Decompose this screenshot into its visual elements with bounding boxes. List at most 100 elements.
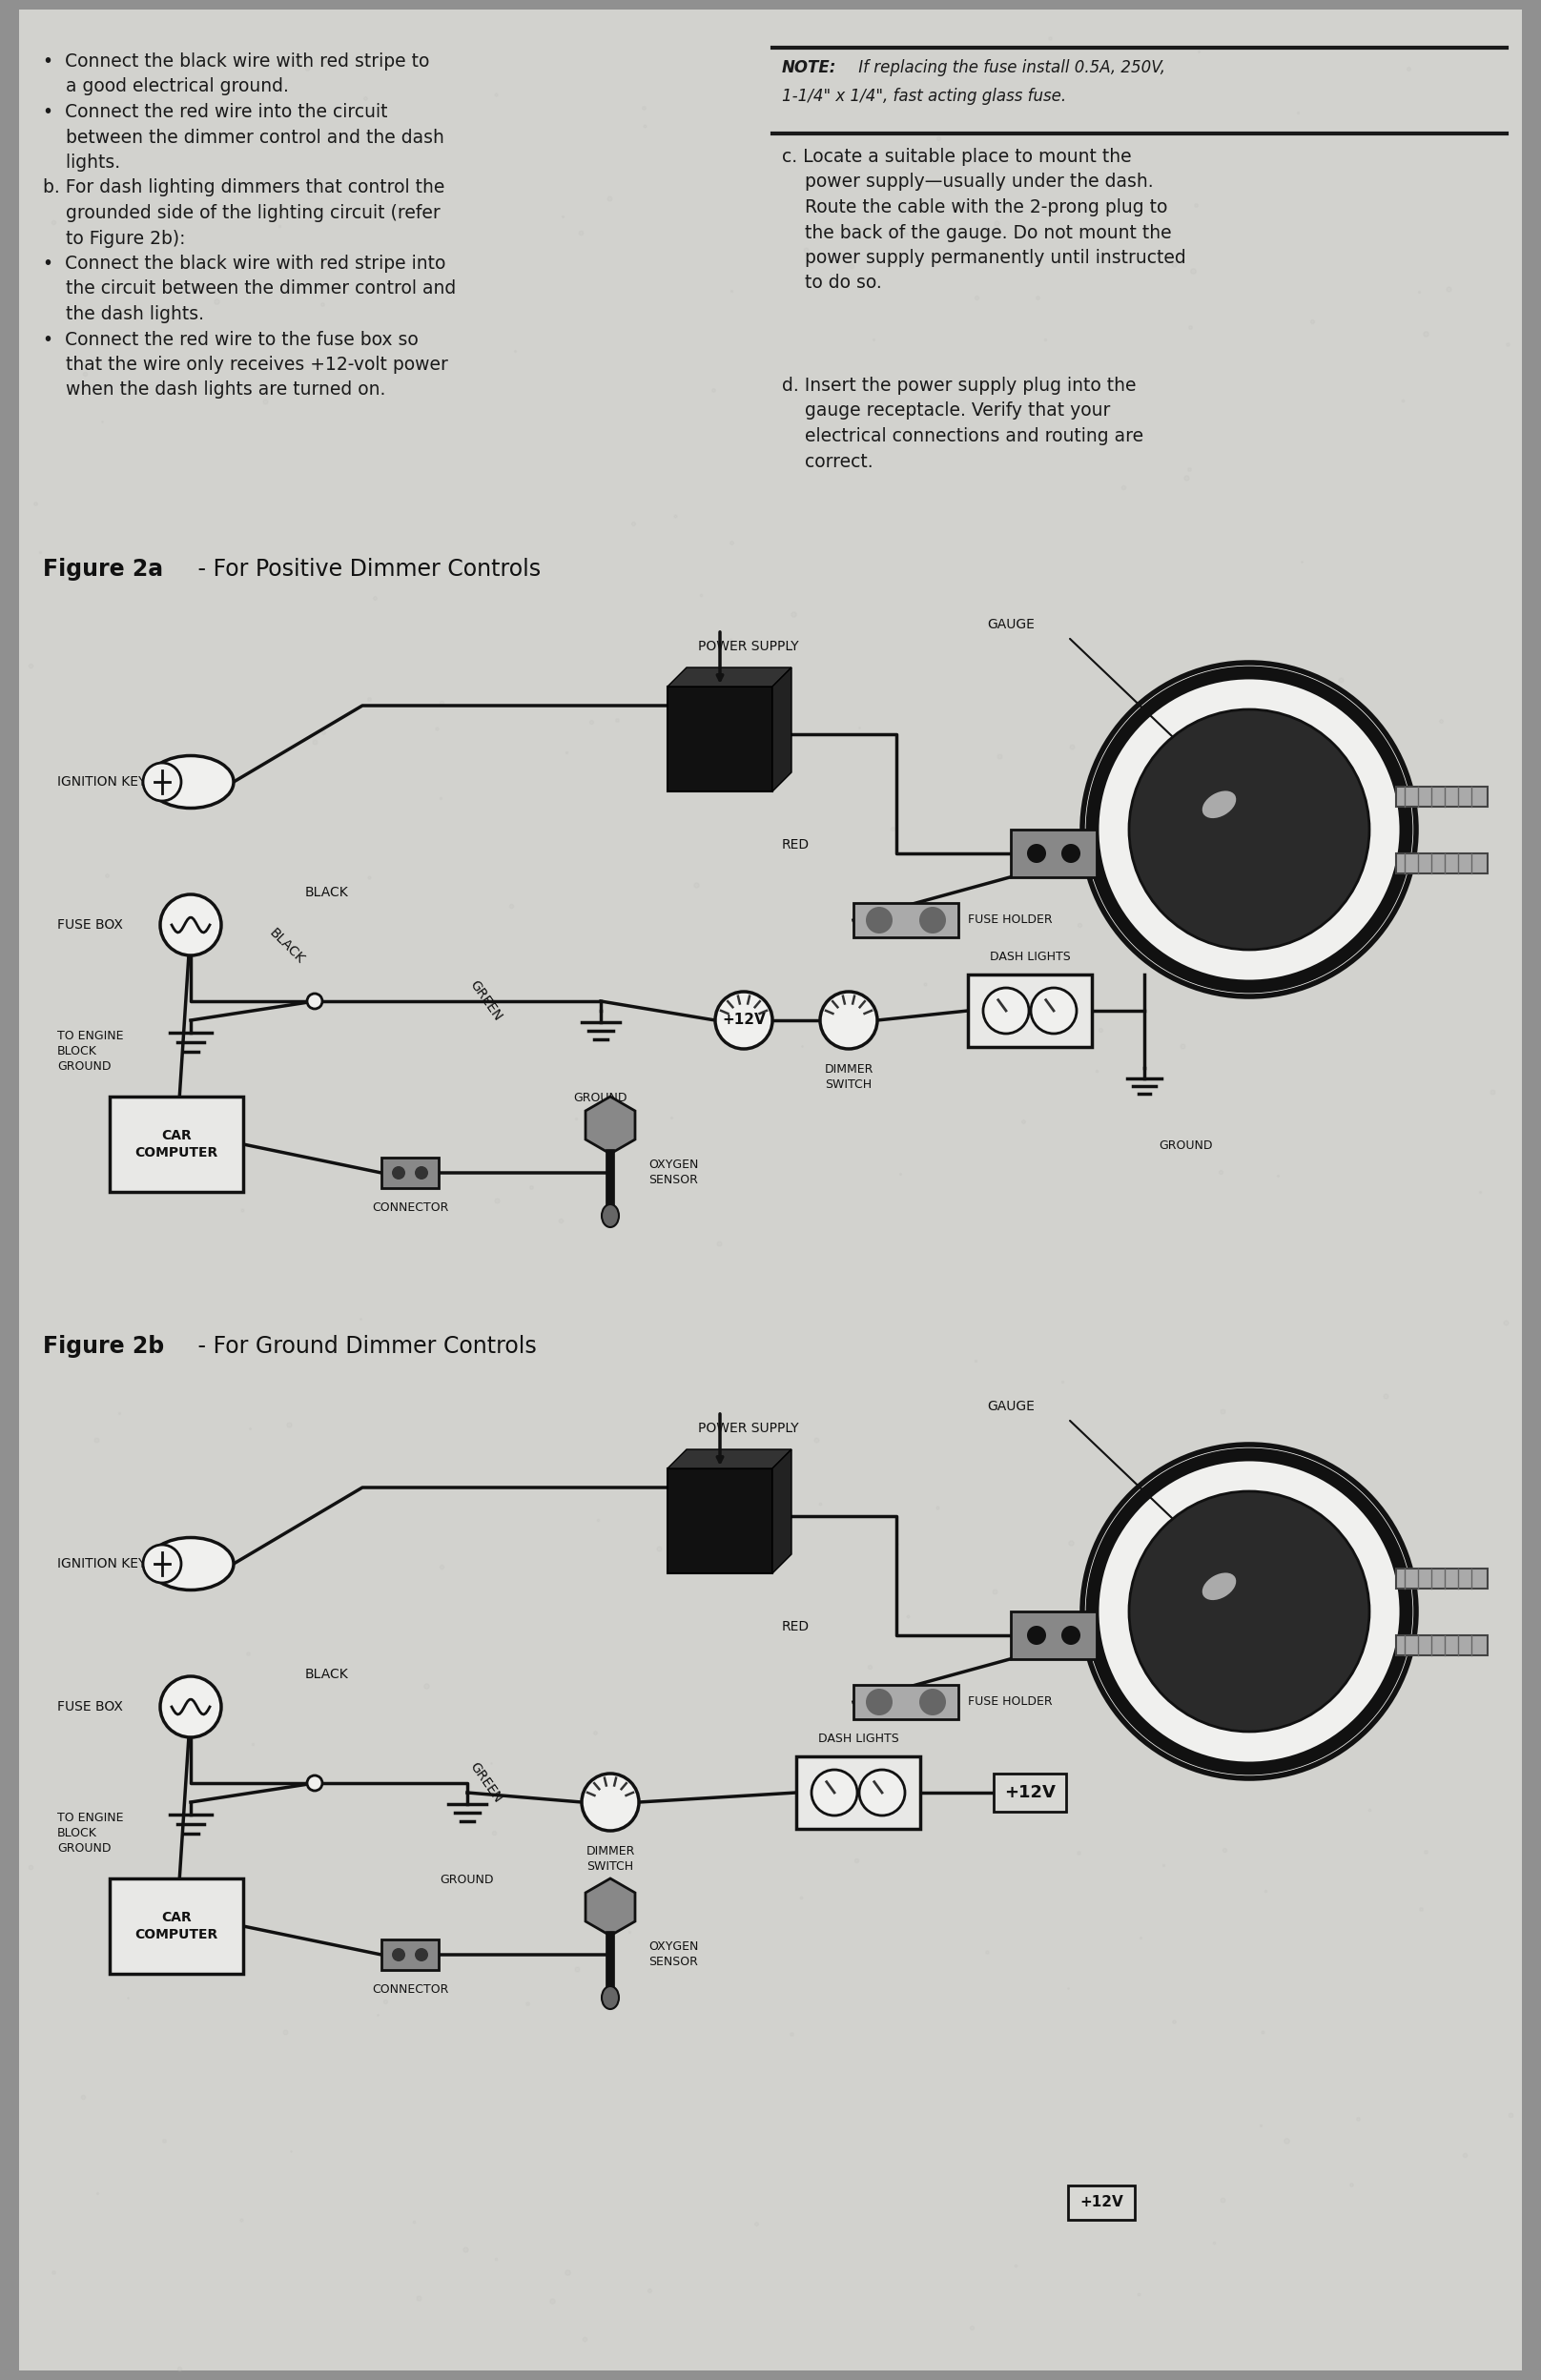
Text: CAR
COMPUTER: CAR COMPUTER	[134, 1911, 217, 1942]
Circle shape	[160, 895, 222, 954]
Circle shape	[983, 988, 1029, 1033]
Bar	[968, 973, 1093, 1047]
Text: GAUGE: GAUGE	[986, 1399, 1034, 1414]
Text: FUSE HOLDER: FUSE HOLDER	[968, 1697, 1053, 1709]
Text: OXYGEN
SENSOR: OXYGEN SENSOR	[649, 1940, 698, 1968]
Bar	[109, 1097, 243, 1192]
Text: POWER SUPPLY: POWER SUPPLY	[698, 640, 798, 652]
Polygon shape	[586, 1878, 635, 1935]
Circle shape	[1026, 845, 1046, 864]
Text: •  Connect the black wire with red stripe to
    a good electrical ground.
•  Co: • Connect the black wire with red stripe…	[43, 52, 456, 400]
Text: DIMMER
SWITCH: DIMMER SWITCH	[824, 1064, 874, 1090]
Text: TO ENGINE
BLOCK
GROUND: TO ENGINE BLOCK GROUND	[57, 1031, 123, 1073]
Bar	[1011, 831, 1097, 878]
Circle shape	[820, 992, 877, 1050]
Circle shape	[415, 1949, 428, 1961]
Circle shape	[1062, 1626, 1080, 1645]
Circle shape	[812, 1771, 857, 1816]
Ellipse shape	[1202, 790, 1236, 819]
Text: d. Insert the power supply plug into the
    gauge receptacle. Verify that your
: d. Insert the power supply plug into the…	[781, 376, 1143, 471]
Ellipse shape	[148, 757, 234, 809]
Circle shape	[143, 764, 182, 802]
Text: IGNITION KEY: IGNITION KEY	[57, 1557, 146, 1571]
Circle shape	[920, 1690, 946, 1716]
Bar	[797, 1756, 920, 1828]
Text: DASH LIGHTS: DASH LIGHTS	[818, 1733, 898, 1745]
Text: GROUND: GROUND	[441, 1873, 495, 1885]
Circle shape	[160, 1676, 222, 1737]
Circle shape	[715, 992, 772, 1050]
Bar	[667, 1468, 772, 1573]
Circle shape	[415, 1166, 428, 1180]
Circle shape	[391, 1166, 405, 1180]
Circle shape	[1031, 988, 1077, 1033]
Circle shape	[860, 1771, 905, 1816]
Text: FUSE BOX: FUSE BOX	[57, 1699, 123, 1714]
Polygon shape	[586, 1097, 635, 1154]
Bar	[382, 1157, 439, 1188]
Text: CAR
COMPUTER: CAR COMPUTER	[134, 1128, 217, 1159]
Bar	[382, 1940, 439, 1971]
Circle shape	[1026, 1626, 1046, 1645]
Text: c. Locate a suitable place to mount the
    power supply—usually under the dash.: c. Locate a suitable place to mount the …	[781, 148, 1187, 293]
Text: POWER SUPPLY: POWER SUPPLY	[698, 1421, 798, 1435]
Text: - For Positive Dimmer Controls: - For Positive Dimmer Controls	[191, 557, 541, 581]
Ellipse shape	[601, 1204, 619, 1228]
Text: GREEN: GREEN	[467, 978, 504, 1023]
Circle shape	[1082, 662, 1416, 997]
Bar	[1396, 852, 1489, 873]
Text: Figure 2a: Figure 2a	[43, 557, 163, 581]
Text: RED: RED	[781, 838, 809, 852]
Circle shape	[866, 907, 892, 933]
Text: BLACK: BLACK	[267, 926, 307, 966]
Text: 2-PRONG
CONNECTOR: 2-PRONG CONNECTOR	[1106, 1621, 1183, 1649]
Text: GAUGE: GAUGE	[986, 619, 1034, 631]
Bar	[1068, 2185, 1134, 2221]
Ellipse shape	[1202, 1573, 1236, 1599]
Circle shape	[581, 1773, 640, 1830]
Bar	[854, 902, 959, 938]
Text: GREEN: GREEN	[467, 1759, 504, 1804]
Text: CONNECTOR: CONNECTOR	[371, 1202, 448, 1214]
Text: TO ENGINE
BLOCK
GROUND: TO ENGINE BLOCK GROUND	[57, 1811, 123, 1854]
Bar	[667, 685, 772, 793]
Circle shape	[866, 1690, 892, 1716]
Circle shape	[391, 1949, 405, 1961]
Bar	[994, 1773, 1066, 1811]
Text: - For Ground Dimmer Controls: - For Ground Dimmer Controls	[191, 1335, 536, 1359]
Text: FUSE HOLDER: FUSE HOLDER	[968, 914, 1053, 926]
Bar	[1396, 1568, 1489, 1587]
Ellipse shape	[601, 1987, 619, 2009]
Text: BLACK: BLACK	[305, 1668, 348, 1680]
Text: FUSE BOX: FUSE BOX	[57, 919, 123, 931]
Text: DASH LIGHTS: DASH LIGHTS	[989, 950, 1071, 964]
Circle shape	[307, 1775, 322, 1790]
Polygon shape	[667, 666, 792, 685]
Text: Figure 2b: Figure 2b	[43, 1335, 165, 1359]
Circle shape	[920, 907, 946, 933]
Bar	[1011, 1611, 1097, 1659]
Text: +12V: +12V	[1080, 2194, 1123, 2209]
Bar	[1396, 785, 1489, 807]
Circle shape	[143, 1545, 182, 1583]
Bar	[854, 1685, 959, 1718]
Circle shape	[1062, 845, 1080, 864]
Text: CONNECTOR: CONNECTOR	[371, 1983, 448, 1997]
Text: 1-1/4" x 1/4", fast acting glass fuse.: 1-1/4" x 1/4", fast acting glass fuse.	[781, 88, 1066, 105]
Text: GROUND: GROUND	[573, 1092, 627, 1104]
Polygon shape	[667, 1449, 792, 1468]
Text: RED: RED	[781, 1621, 809, 1633]
Text: NOTE:: NOTE:	[781, 60, 837, 76]
Circle shape	[1082, 1445, 1416, 1778]
Text: GROUND: GROUND	[1159, 1140, 1213, 1152]
Polygon shape	[772, 1449, 792, 1573]
Circle shape	[307, 992, 322, 1009]
Text: IGNITION KEY: IGNITION KEY	[57, 776, 146, 788]
Circle shape	[1130, 1492, 1370, 1733]
Bar	[109, 1878, 243, 1973]
Text: If replacing the fuse install 0.5A, 250V,: If replacing the fuse install 0.5A, 250V…	[854, 60, 1165, 76]
Text: OXYGEN
SENSOR: OXYGEN SENSOR	[649, 1159, 698, 1185]
Bar	[1396, 1635, 1489, 1654]
Text: DIMMER
SWITCH: DIMMER SWITCH	[586, 1845, 635, 1873]
Text: +12V: +12V	[1005, 1785, 1056, 1802]
